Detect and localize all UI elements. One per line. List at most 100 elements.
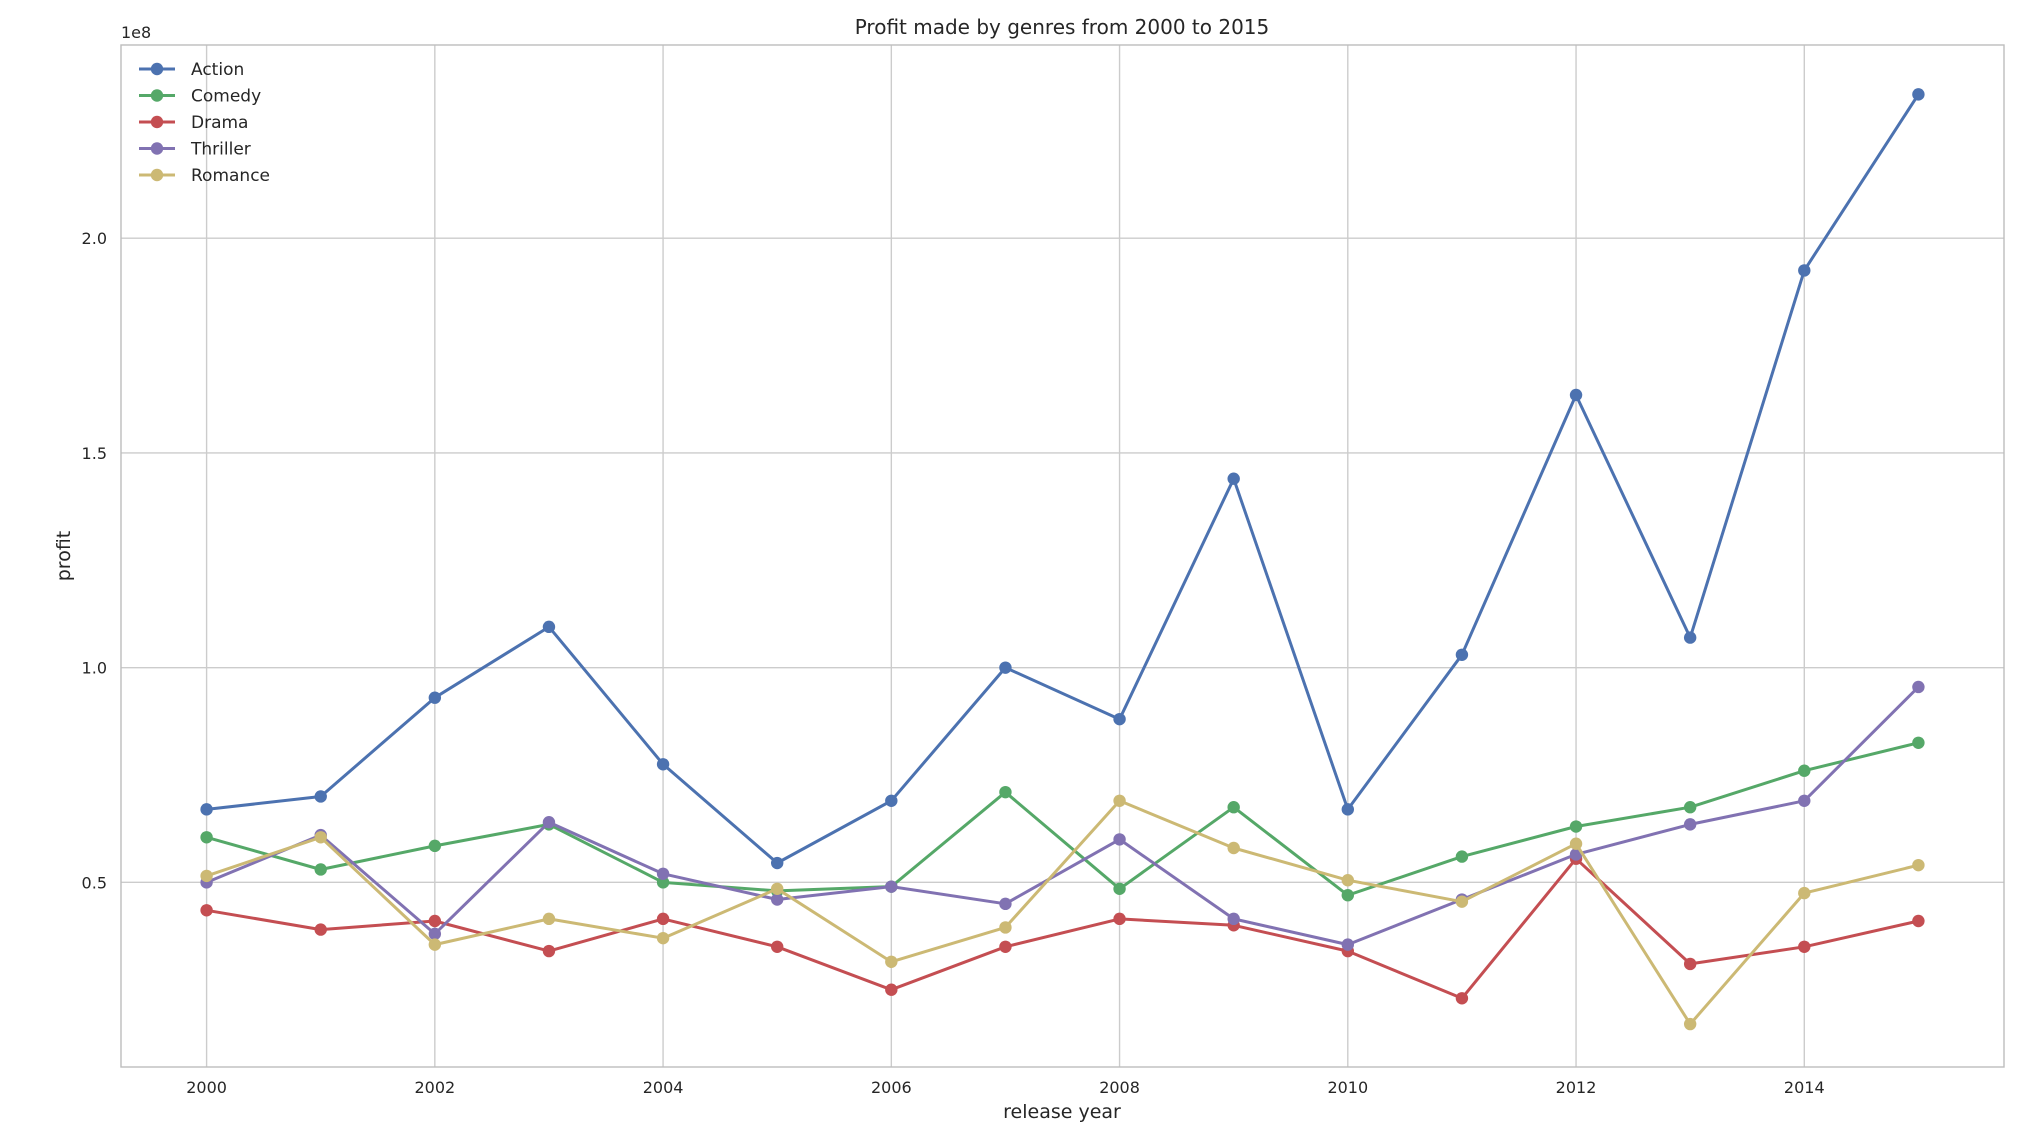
data-point-romance [1569,837,1583,850]
data-point-romance [999,921,1012,934]
series-comedy [200,736,1925,902]
data-point-drama [542,944,556,958]
data-point-drama [1683,957,1697,971]
tick-labels: 2000 2002 2004 2006 2008 2010 2012 2014 0.5 1.0 1.… [82,229,1825,1097]
series-layer [200,88,1925,1031]
y-tick-label: 1.5 [82,444,107,463]
data-point-thriller [885,880,898,893]
data-point-romance [1455,895,1469,908]
data-point-romance [1798,886,1811,900]
data-point-action [200,803,213,816]
data-point-comedy [1113,882,1126,895]
series-line-romance [206,799,1919,1026]
data-point-drama [770,940,784,953]
data-point-action [1569,388,1583,402]
data-point-action [1341,803,1355,816]
data-point-thriller [1341,938,1355,951]
legend-item-thriller: Thriller [139,140,251,160]
data-point-drama [314,923,327,936]
data-point-action [1227,472,1240,485]
legend-label: Action [191,60,244,80]
data-point-action [1455,648,1469,661]
y-offset-text: 1e8 [121,23,151,42]
data-point-drama [428,914,442,928]
data-point-drama [1912,914,1925,928]
data-point-action [1798,264,1811,277]
x-tick-label: 2002 [414,1078,455,1097]
series-romance [200,794,1925,1031]
data-point-action [999,661,1012,674]
data-point-drama [885,983,898,996]
data-point-action [1113,712,1126,726]
legend-label: Comedy [191,87,261,107]
data-point-drama [656,912,670,926]
legend-marker [150,142,164,155]
x-tick-label: 2008 [1099,1078,1140,1097]
data-point-action [314,790,327,803]
data-point-romance [542,912,556,926]
series-action [200,88,1925,870]
data-point-drama [1798,940,1811,953]
data-point-drama [1455,992,1469,1005]
data-point-romance [314,831,327,844]
y-tick-label: 1.0 [82,659,107,678]
data-point-romance [1113,794,1126,807]
data-point-comedy [314,863,327,876]
data-point-comedy [1912,736,1925,749]
data-point-thriller [428,927,442,941]
data-point-action [770,856,784,870]
data-point-thriller [1798,794,1811,807]
data-point-romance [1341,874,1355,887]
data-point-thriller [1113,833,1126,846]
legend: Action Comedy Drama Thriller Romance [139,60,270,186]
legend-label: Romance [191,166,270,186]
data-point-comedy [200,831,213,844]
data-point-thriller [1683,818,1697,831]
data-point-action [885,794,898,807]
data-point-drama [999,940,1012,953]
legend-label: Thriller [190,140,251,160]
data-point-comedy [999,785,1012,799]
data-point-comedy [1798,764,1811,777]
y-tick-label: 0.5 [82,873,107,892]
legend-marker [150,89,164,102]
legend-marker [150,115,164,129]
series-line-thriller [206,685,1920,947]
data-point-comedy [1227,801,1240,814]
data-point-comedy [1569,820,1583,833]
data-point-comedy [1455,850,1469,863]
grid-lines [121,45,2004,1067]
series-line-comedy [206,741,1919,897]
data-point-romance [1683,1017,1697,1031]
data-point-thriller [656,867,670,880]
y-axis-label: profit [53,531,75,582]
data-point-comedy [656,876,670,889]
data-point-romance [885,955,898,968]
data-point-drama [1113,912,1126,926]
data-point-romance [656,931,670,945]
legend-marker [150,62,164,76]
x-tick-label: 2000 [186,1078,227,1097]
x-tick-label: 2004 [643,1078,684,1097]
data-point-comedy [1683,801,1697,814]
data-point-comedy [428,839,442,853]
data-point-comedy [1341,889,1355,902]
data-point-thriller [999,897,1012,911]
series-thriller [200,680,1925,951]
data-point-thriller [542,816,556,829]
data-point-thriller [1912,680,1925,694]
legend-item-romance: Romance [139,166,270,186]
y-tick-label: 2.0 [82,229,107,248]
data-point-romance [770,882,784,895]
data-point-drama [200,904,213,917]
legend-item-comedy: Comedy [139,87,261,107]
data-point-romance [428,938,442,951]
x-tick-label: 2010 [1327,1078,1368,1097]
chart-title: Profit made by genres from 2000 to 2015 [855,15,1270,39]
data-point-thriller [770,893,784,906]
data-point-action [1912,88,1925,101]
legend-label: Drama [191,113,248,133]
series-line-drama [206,857,1919,1000]
x-axis-label: release year [1003,1101,1121,1123]
